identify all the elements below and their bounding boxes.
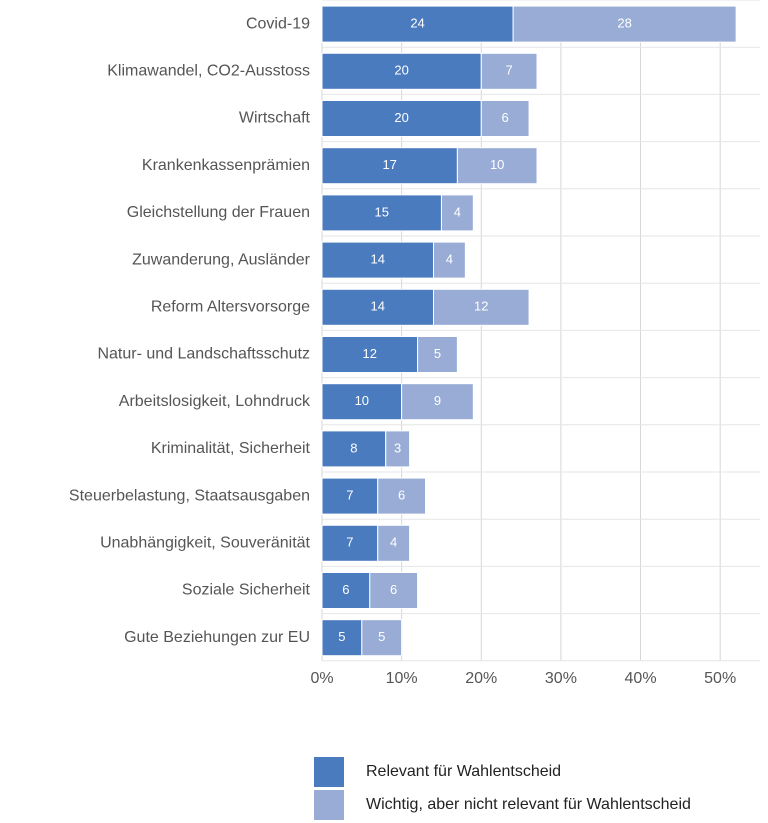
value-label: 4 xyxy=(454,204,461,219)
legend-swatch xyxy=(314,790,344,820)
x-tick-label: 30% xyxy=(545,670,577,687)
value-label: 5 xyxy=(434,346,441,361)
bar-segment xyxy=(321,383,403,421)
bar-segment xyxy=(369,572,419,609)
y-tick-label: Covid-19 xyxy=(246,15,310,32)
bar-segment xyxy=(432,288,530,326)
value-label: 7 xyxy=(346,535,353,550)
bar-segment xyxy=(321,52,482,90)
bar-segment xyxy=(385,430,411,468)
x-tick-label: 40% xyxy=(625,670,657,687)
value-label: 15 xyxy=(374,204,388,219)
value-label: 5 xyxy=(378,629,385,644)
value-label: 14 xyxy=(371,252,385,267)
y-tick-label: Natur- und Landschaftsschutz xyxy=(97,346,310,363)
x-tick-label: 10% xyxy=(386,670,418,687)
x-tick-label: 50% xyxy=(704,670,736,687)
bar-segment xyxy=(321,194,442,232)
value-label: 12 xyxy=(363,346,377,361)
legend-label: Relevant für Wahlentscheid xyxy=(366,763,561,780)
value-label: 8 xyxy=(350,440,357,455)
x-tick-label: 20% xyxy=(465,670,497,687)
value-label: 3 xyxy=(394,440,401,455)
y-tick-label: Arbeitslosigkeit, Lohndruck xyxy=(119,393,311,410)
value-label: 4 xyxy=(390,535,397,550)
bar-segment xyxy=(321,430,387,468)
legend-label: Wichtig, aber nicht relevant für Wahlent… xyxy=(366,796,691,813)
value-label: 28 xyxy=(617,16,631,31)
value-label: 7 xyxy=(346,488,353,503)
bar-segment xyxy=(321,288,434,326)
value-label: 20 xyxy=(394,110,408,125)
y-tick-label: Gute Beziehungen zur EU xyxy=(124,629,310,646)
value-label: 20 xyxy=(394,63,408,78)
bar-segment xyxy=(321,241,434,279)
value-label: 6 xyxy=(342,582,349,597)
bar-segment xyxy=(321,619,363,657)
value-label: 6 xyxy=(390,582,397,597)
bar-segment xyxy=(321,524,379,562)
value-label: 6 xyxy=(398,488,405,503)
y-tick-label: Soziale Sicherheit xyxy=(182,582,311,599)
value-label: 4 xyxy=(446,252,453,267)
y-tick-label: Gleichstellung der Frauen xyxy=(127,204,310,221)
bar-segment xyxy=(377,477,427,515)
bar-segment xyxy=(377,524,411,562)
bar-segment xyxy=(440,194,474,232)
legend-swatch xyxy=(314,757,344,787)
value-label: 6 xyxy=(502,110,509,125)
value-label: 10 xyxy=(490,157,504,172)
value-label: 5 xyxy=(338,629,345,644)
y-tick-label: Reform Altersvorsorge xyxy=(151,299,310,316)
bar-segment xyxy=(456,147,538,185)
y-tick-label: Wirtschaft xyxy=(239,110,311,127)
y-tick-label: Steuerbelastung, Staatsausgaben xyxy=(69,487,310,504)
value-label: 9 xyxy=(434,393,441,408)
y-tick-label: Unabhängigkeit, Souveränität xyxy=(100,535,310,552)
value-label: 17 xyxy=(382,157,396,172)
bar-segment xyxy=(480,100,530,137)
y-tick-label: Kriminalität, Sicherheit xyxy=(151,440,311,457)
y-tick-label: Klimawandel, CO2-Ausstoss xyxy=(107,63,310,80)
bar-segment xyxy=(361,619,403,657)
value-label: 14 xyxy=(371,299,385,314)
value-label: 24 xyxy=(410,16,424,31)
y-tick-label: Zuwanderung, Ausländer xyxy=(132,251,311,268)
bar-segment xyxy=(401,383,474,421)
x-tick-label: 0% xyxy=(310,670,333,687)
bar-segment xyxy=(321,5,514,43)
bar-segment xyxy=(321,572,371,609)
bar-segment xyxy=(480,52,538,90)
bar-segment xyxy=(432,241,466,279)
value-label: 10 xyxy=(355,393,369,408)
y-tick-label: Krankenkassenprämien xyxy=(142,157,310,174)
value-label: 7 xyxy=(506,63,513,78)
value-label: 12 xyxy=(474,299,488,314)
bar-segment xyxy=(512,5,737,43)
bar-segment xyxy=(417,336,458,373)
